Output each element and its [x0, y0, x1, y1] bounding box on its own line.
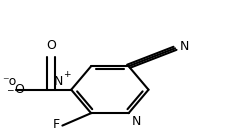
- Text: +: +: [63, 70, 71, 79]
- Text: O: O: [14, 83, 24, 96]
- Text: −: −: [6, 85, 14, 94]
- Text: F: F: [53, 118, 60, 131]
- Text: N: N: [131, 115, 141, 128]
- Text: O: O: [46, 39, 56, 52]
- Text: ⁻o: ⁻o: [2, 75, 16, 88]
- Text: N: N: [179, 40, 188, 53]
- Text: N: N: [53, 75, 63, 88]
